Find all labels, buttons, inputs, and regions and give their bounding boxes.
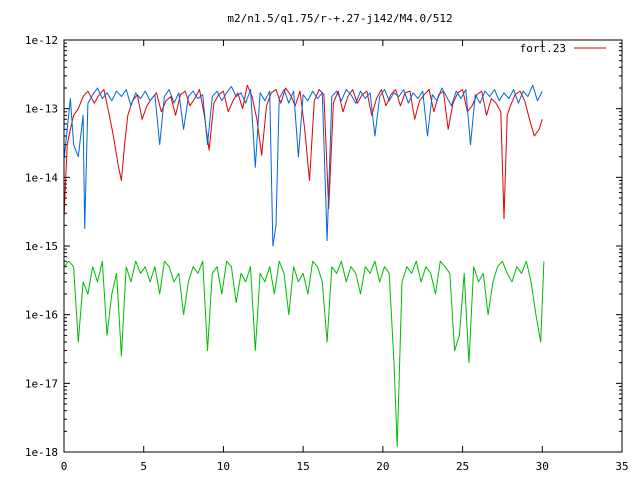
y-tick-label: 1e-17 — [25, 377, 58, 390]
series-layer — [63, 84, 545, 448]
plot-frame — [63, 39, 623, 453]
y-tick-label: 1e-12 — [25, 34, 58, 47]
x-tick-label: 15 — [297, 460, 310, 473]
x-tick-label: 20 — [376, 460, 389, 473]
legend-label: fort.23 — [520, 42, 566, 55]
x-tick-label: 0 — [61, 460, 68, 473]
series-line-0 — [63, 84, 543, 220]
y-tick-label: 1e-16 — [25, 309, 58, 322]
y-tick-label: 1e-13 — [25, 103, 58, 116]
x-tick-label: 30 — [536, 460, 549, 473]
x-tick-label: 25 — [456, 460, 469, 473]
x-tick-label: 35 — [615, 460, 628, 473]
y-tick-label: 1e-14 — [25, 171, 58, 184]
y-tick-label: 1e-18 — [25, 446, 58, 459]
x-tick-label: 5 — [140, 460, 147, 473]
series-line-1 — [63, 84, 543, 247]
series-line-2 — [63, 260, 545, 448]
chart-title: m2/n1.5/q1.75/r-+.27-j142/M4.0/512 — [227, 12, 452, 25]
y-tick-label: 1e-15 — [25, 240, 58, 253]
x-tick-label: 10 — [217, 460, 230, 473]
legend: fort.23 — [520, 42, 606, 55]
